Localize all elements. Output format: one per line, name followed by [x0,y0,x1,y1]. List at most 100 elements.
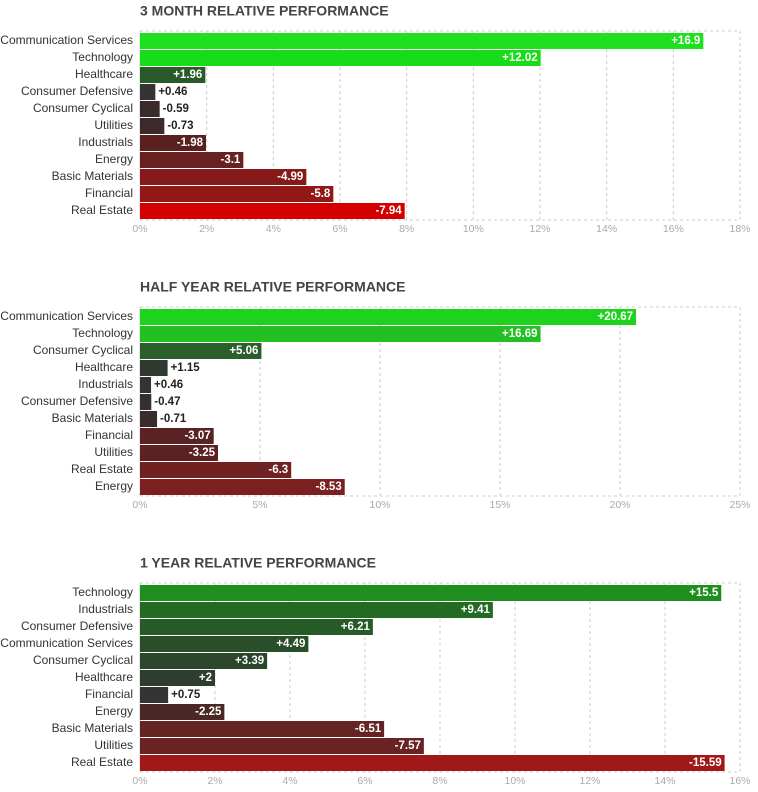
bar [140,445,218,461]
category-label: Healthcare [75,360,133,374]
bar [140,118,165,134]
category-label: Consumer Defensive [21,84,133,98]
value-label: -0.73 [167,120,193,132]
x-tick-label: 8% [399,223,414,235]
category-label: Healthcare [75,67,133,81]
category-label: Consumer Defensive [21,619,133,633]
x-tick-label: 2% [207,775,222,787]
bar [140,479,345,495]
bar [140,360,168,376]
category-label: Financial [85,687,133,701]
x-tick-label: 6% [357,775,372,787]
value-label: -3.07 [184,430,210,442]
value-label: +0.75 [171,689,201,701]
category-label: Basic Materials [52,721,133,735]
bar [140,738,424,754]
category-label: Real Estate [71,755,133,769]
bar [140,428,214,444]
value-label: +9.41 [461,604,491,616]
x-tick-label: 5% [252,499,267,511]
category-label: Industrials [78,135,133,149]
bar [140,653,268,669]
category-label: Healthcare [75,670,133,684]
x-tick-label: 0% [132,223,147,235]
bar [140,721,385,737]
value-label: -6.51 [355,723,382,735]
category-label: Communication Services [0,309,133,323]
bar [140,203,405,219]
category-label: Industrials [78,377,133,391]
x-tick-label: 4% [266,223,281,235]
x-tick-label: 4% [282,775,297,787]
bar [140,326,541,342]
value-label: -0.59 [163,103,189,115]
bar [140,169,307,185]
x-tick-label: 0% [132,775,147,787]
value-label: +15.5 [689,587,719,599]
value-label: +2 [199,672,212,684]
category-label: Basic Materials [52,411,133,425]
value-label: -6.3 [268,464,288,476]
category-label: Financial [85,186,133,200]
x-tick-label: 6% [332,223,347,235]
value-label: +5.06 [229,345,258,357]
category-label: Technology [72,585,133,599]
value-label: -7.94 [375,205,402,217]
x-tick-label: 14% [596,223,617,235]
category-label: Energy [95,479,133,493]
bar [140,84,156,100]
x-tick-label: 8% [432,775,447,787]
x-tick-label: 25% [729,499,750,511]
category-label: Financial [85,428,133,442]
x-tick-label: 16% [729,775,750,787]
bar [140,462,292,478]
bar [140,67,206,83]
x-tick-label: 12% [579,775,600,787]
value-label: +0.46 [158,86,187,98]
value-label: +0.46 [154,379,183,391]
bar [140,152,244,168]
category-label: Real Estate [71,203,133,217]
category-label: Consumer Cyclical [33,343,133,357]
x-tick-label: 10% [504,775,525,787]
value-label: -1.98 [177,137,204,149]
bar [140,755,725,771]
category-label: Technology [72,326,133,340]
category-label: Technology [72,50,133,64]
x-tick-label: 14% [654,775,675,787]
value-label: +4.49 [276,638,305,650]
bar [140,135,206,151]
bar [140,343,262,359]
category-label: Consumer Defensive [21,394,133,408]
value-label: +1.15 [171,362,201,374]
category-label: Utilities [94,738,133,752]
bar [140,585,722,601]
value-label: -3.25 [189,447,216,459]
value-label: -8.53 [316,481,342,493]
category-label: Energy [95,152,133,166]
value-label: +12.02 [502,52,538,64]
category-label: Industrials [78,602,133,616]
bar [140,377,152,393]
bar [140,50,541,66]
value-label: +20.67 [598,311,634,323]
value-label: +16.69 [502,328,538,340]
value-label: +3.39 [235,655,264,667]
x-tick-label: 10% [463,223,484,235]
category-label: Consumer Cyclical [33,653,133,667]
bar [140,636,309,652]
value-label: +1.96 [173,69,202,81]
value-label: +16.9 [671,35,700,47]
bar [140,687,169,703]
bar [140,411,158,427]
category-label: Consumer Cyclical [33,101,133,115]
bar [140,602,493,618]
x-tick-label: 16% [663,223,684,235]
value-label: -4.99 [277,171,303,183]
value-label: -15.59 [689,757,722,769]
value-label: -5.8 [311,188,331,200]
bar [140,33,704,49]
bar [140,394,152,410]
category-label: Energy [95,704,133,718]
